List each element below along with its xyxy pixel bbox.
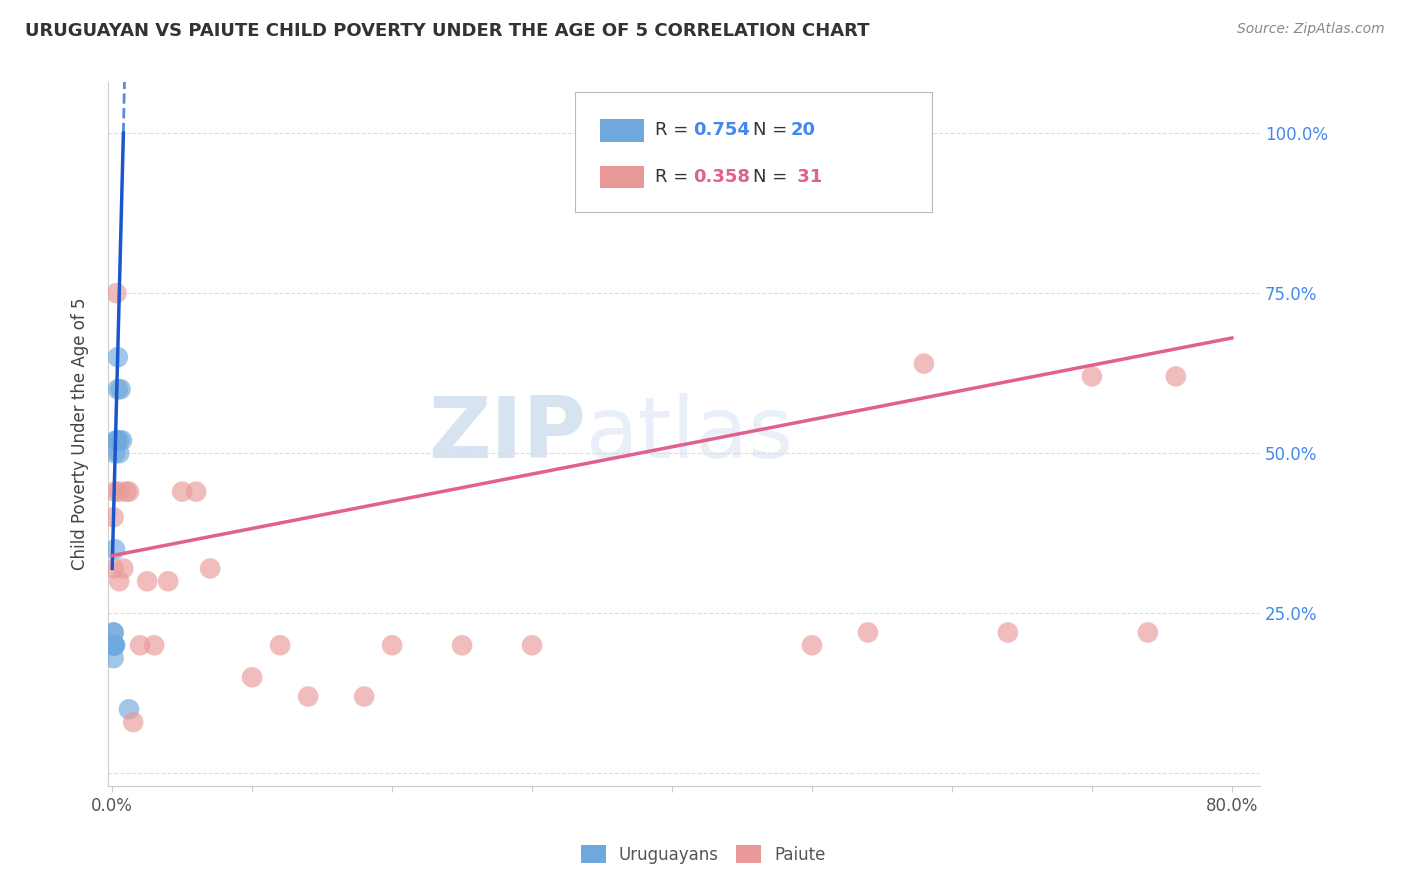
Point bbox=[108, 434, 131, 448]
FancyBboxPatch shape bbox=[600, 166, 644, 188]
Point bbox=[198, 561, 221, 575]
Point bbox=[997, 625, 1019, 640]
Point bbox=[136, 574, 159, 589]
FancyBboxPatch shape bbox=[575, 93, 932, 212]
Text: R =: R = bbox=[655, 121, 695, 139]
Text: 31: 31 bbox=[792, 168, 823, 186]
Point bbox=[801, 638, 824, 652]
Point bbox=[381, 638, 404, 652]
Y-axis label: Child Poverty Under the Age of 5: Child Poverty Under the Age of 5 bbox=[72, 298, 89, 570]
Point bbox=[129, 638, 152, 652]
Point bbox=[107, 382, 129, 396]
Point bbox=[107, 350, 129, 364]
Point bbox=[111, 434, 134, 448]
Legend: Uruguayans, Paiute: Uruguayans, Paiute bbox=[574, 838, 832, 871]
Point bbox=[104, 446, 127, 460]
Point bbox=[104, 638, 127, 652]
Text: 0.358: 0.358 bbox=[693, 168, 751, 186]
Point bbox=[103, 651, 125, 665]
Text: N =: N = bbox=[754, 168, 793, 186]
Point bbox=[1164, 369, 1187, 384]
Point bbox=[186, 484, 208, 499]
Point bbox=[118, 702, 141, 716]
Point bbox=[157, 574, 180, 589]
Point bbox=[103, 625, 125, 640]
Point bbox=[297, 690, 319, 704]
FancyBboxPatch shape bbox=[600, 120, 644, 142]
Point bbox=[103, 638, 125, 652]
Point bbox=[118, 484, 141, 499]
Point bbox=[1081, 369, 1104, 384]
Point bbox=[104, 484, 127, 499]
Point bbox=[104, 638, 127, 652]
Point bbox=[103, 510, 125, 524]
Point bbox=[108, 574, 131, 589]
Point bbox=[103, 638, 125, 652]
Point bbox=[104, 542, 127, 557]
Point bbox=[856, 625, 879, 640]
Text: ZIP: ZIP bbox=[429, 392, 586, 475]
Point bbox=[112, 561, 135, 575]
Text: URUGUAYAN VS PAIUTE CHILD POVERTY UNDER THE AGE OF 5 CORRELATION CHART: URUGUAYAN VS PAIUTE CHILD POVERTY UNDER … bbox=[25, 22, 870, 40]
Text: atlas: atlas bbox=[586, 392, 794, 475]
Point bbox=[103, 625, 125, 640]
Text: R =: R = bbox=[655, 168, 695, 186]
Point bbox=[103, 638, 125, 652]
Text: N =: N = bbox=[754, 121, 793, 139]
Point bbox=[115, 484, 138, 499]
Point bbox=[108, 446, 131, 460]
Point bbox=[122, 715, 145, 730]
Point bbox=[240, 670, 263, 684]
Text: 20: 20 bbox=[792, 121, 815, 139]
Point bbox=[143, 638, 166, 652]
Point bbox=[912, 357, 935, 371]
Point bbox=[110, 382, 132, 396]
Point bbox=[105, 286, 128, 301]
Point bbox=[269, 638, 291, 652]
Point bbox=[103, 638, 125, 652]
Point bbox=[172, 484, 194, 499]
Text: 0.754: 0.754 bbox=[693, 121, 749, 139]
Point bbox=[451, 638, 474, 652]
Point bbox=[108, 484, 131, 499]
Point bbox=[105, 434, 128, 448]
Point bbox=[105, 434, 128, 448]
Point bbox=[353, 690, 375, 704]
Point bbox=[520, 638, 543, 652]
Text: Source: ZipAtlas.com: Source: ZipAtlas.com bbox=[1237, 22, 1385, 37]
Point bbox=[103, 561, 125, 575]
Point bbox=[1136, 625, 1159, 640]
